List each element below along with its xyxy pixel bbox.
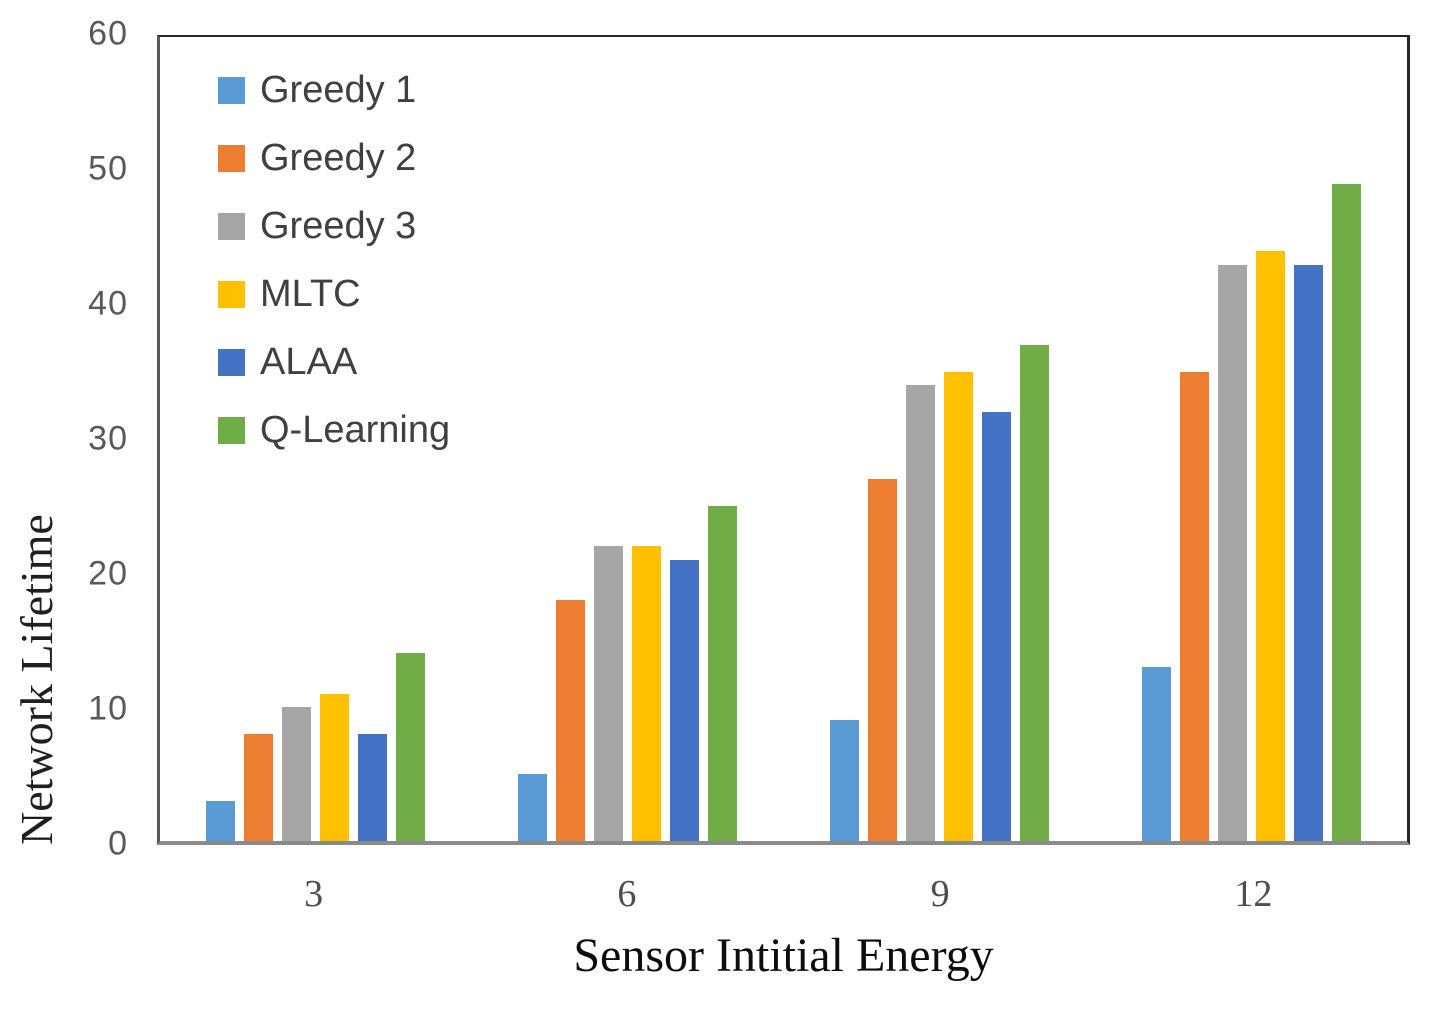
legend-swatch-icon [218,281,245,308]
legend-label: Greedy 2 [260,137,417,179]
x-axis-title: Sensor Intitial Energy [573,929,994,982]
x-axis-labels: 3 6 9 12 [157,872,1410,916]
bar-greedy-2-x6 [556,599,586,841]
y-axis-labels: 0 10 20 30 40 50 60 [0,0,128,1009]
bar-q-learning-x12 [1331,184,1361,841]
legend-item-q-learning: Q-Learning [218,409,451,451]
x-tick-label-6: 6 [617,873,637,915]
bar-greedy-3-x3 [282,707,312,841]
y-tick-label-10: 10 [88,689,128,728]
legend-swatch-icon [218,417,245,444]
bar-group-3 [160,37,472,841]
y-tick-label-20: 20 [88,554,128,593]
bar-greedy-3-x6 [594,546,624,841]
bar-q-learning-x3 [396,653,426,841]
legend-label: Greedy 3 [260,205,417,247]
legend-label: Q-Learning [260,409,451,451]
bar-q-learning-x9 [1019,345,1049,841]
bar-greedy-2-x9 [867,479,897,841]
legend-label: MLTC [260,273,361,315]
bar-greedy-1-x12 [1141,666,1171,841]
bar-mltc-x12 [1255,251,1285,841]
legend-swatch-icon [218,145,245,172]
legend-item-mltc: MLTC [218,273,450,315]
bar-mltc-x3 [320,693,350,841]
legend-item-greedy-1: Greedy 1 [218,69,450,111]
bar-greedy-1-x3 [206,800,236,841]
bar-greedy-3-x12 [1217,264,1247,841]
bar-group-9 [784,37,1096,841]
y-tick-label-40: 40 [88,284,128,323]
y-tick-label-60: 60 [88,14,128,53]
bar-mltc-x6 [632,546,662,841]
legend-swatch-icon [218,349,245,376]
bar-group-6 [472,37,784,841]
bar-greedy-3-x9 [905,385,935,841]
bar-q-learning-x6 [708,506,738,841]
bar-greedy-1-x9 [829,720,859,841]
legend: Greedy 1 Greedy 2 Greedy 3 MLTC ALAA Q-Learni… [218,69,451,485]
legend-item-greedy-3: Greedy 3 [218,205,450,247]
x-tick-label-3: 3 [304,873,324,915]
x-tick-label-9: 9 [930,873,950,915]
legend-label: Greedy 1 [260,69,417,111]
bar-greedy-2-x3 [244,733,274,841]
bar-greedy-1-x6 [518,774,548,841]
x-tick-label-12: 12 [1234,873,1273,915]
legend-swatch-icon [218,213,245,240]
bar-alaa-x3 [358,733,388,841]
bar-mltc-x9 [943,372,973,841]
legend-label: ALAA [260,341,358,383]
plot-area: Greedy 1 Greedy 2 Greedy 3 MLTC ALAA Q-Learni… [157,35,1410,845]
y-tick-label-30: 30 [88,419,128,458]
bar-alaa-x6 [670,559,700,841]
legend-swatch-icon [218,77,245,104]
y-tick-label-0: 0 [108,824,128,863]
legend-item-greedy-2: Greedy 2 [218,137,450,179]
bar-group-12 [1095,37,1407,841]
bar-alaa-x12 [1293,264,1323,841]
bar-alaa-x9 [981,412,1011,841]
bar-greedy-2-x12 [1179,372,1209,841]
y-tick-label-50: 50 [88,149,128,188]
legend-item-alaa: ALAA [218,341,450,383]
